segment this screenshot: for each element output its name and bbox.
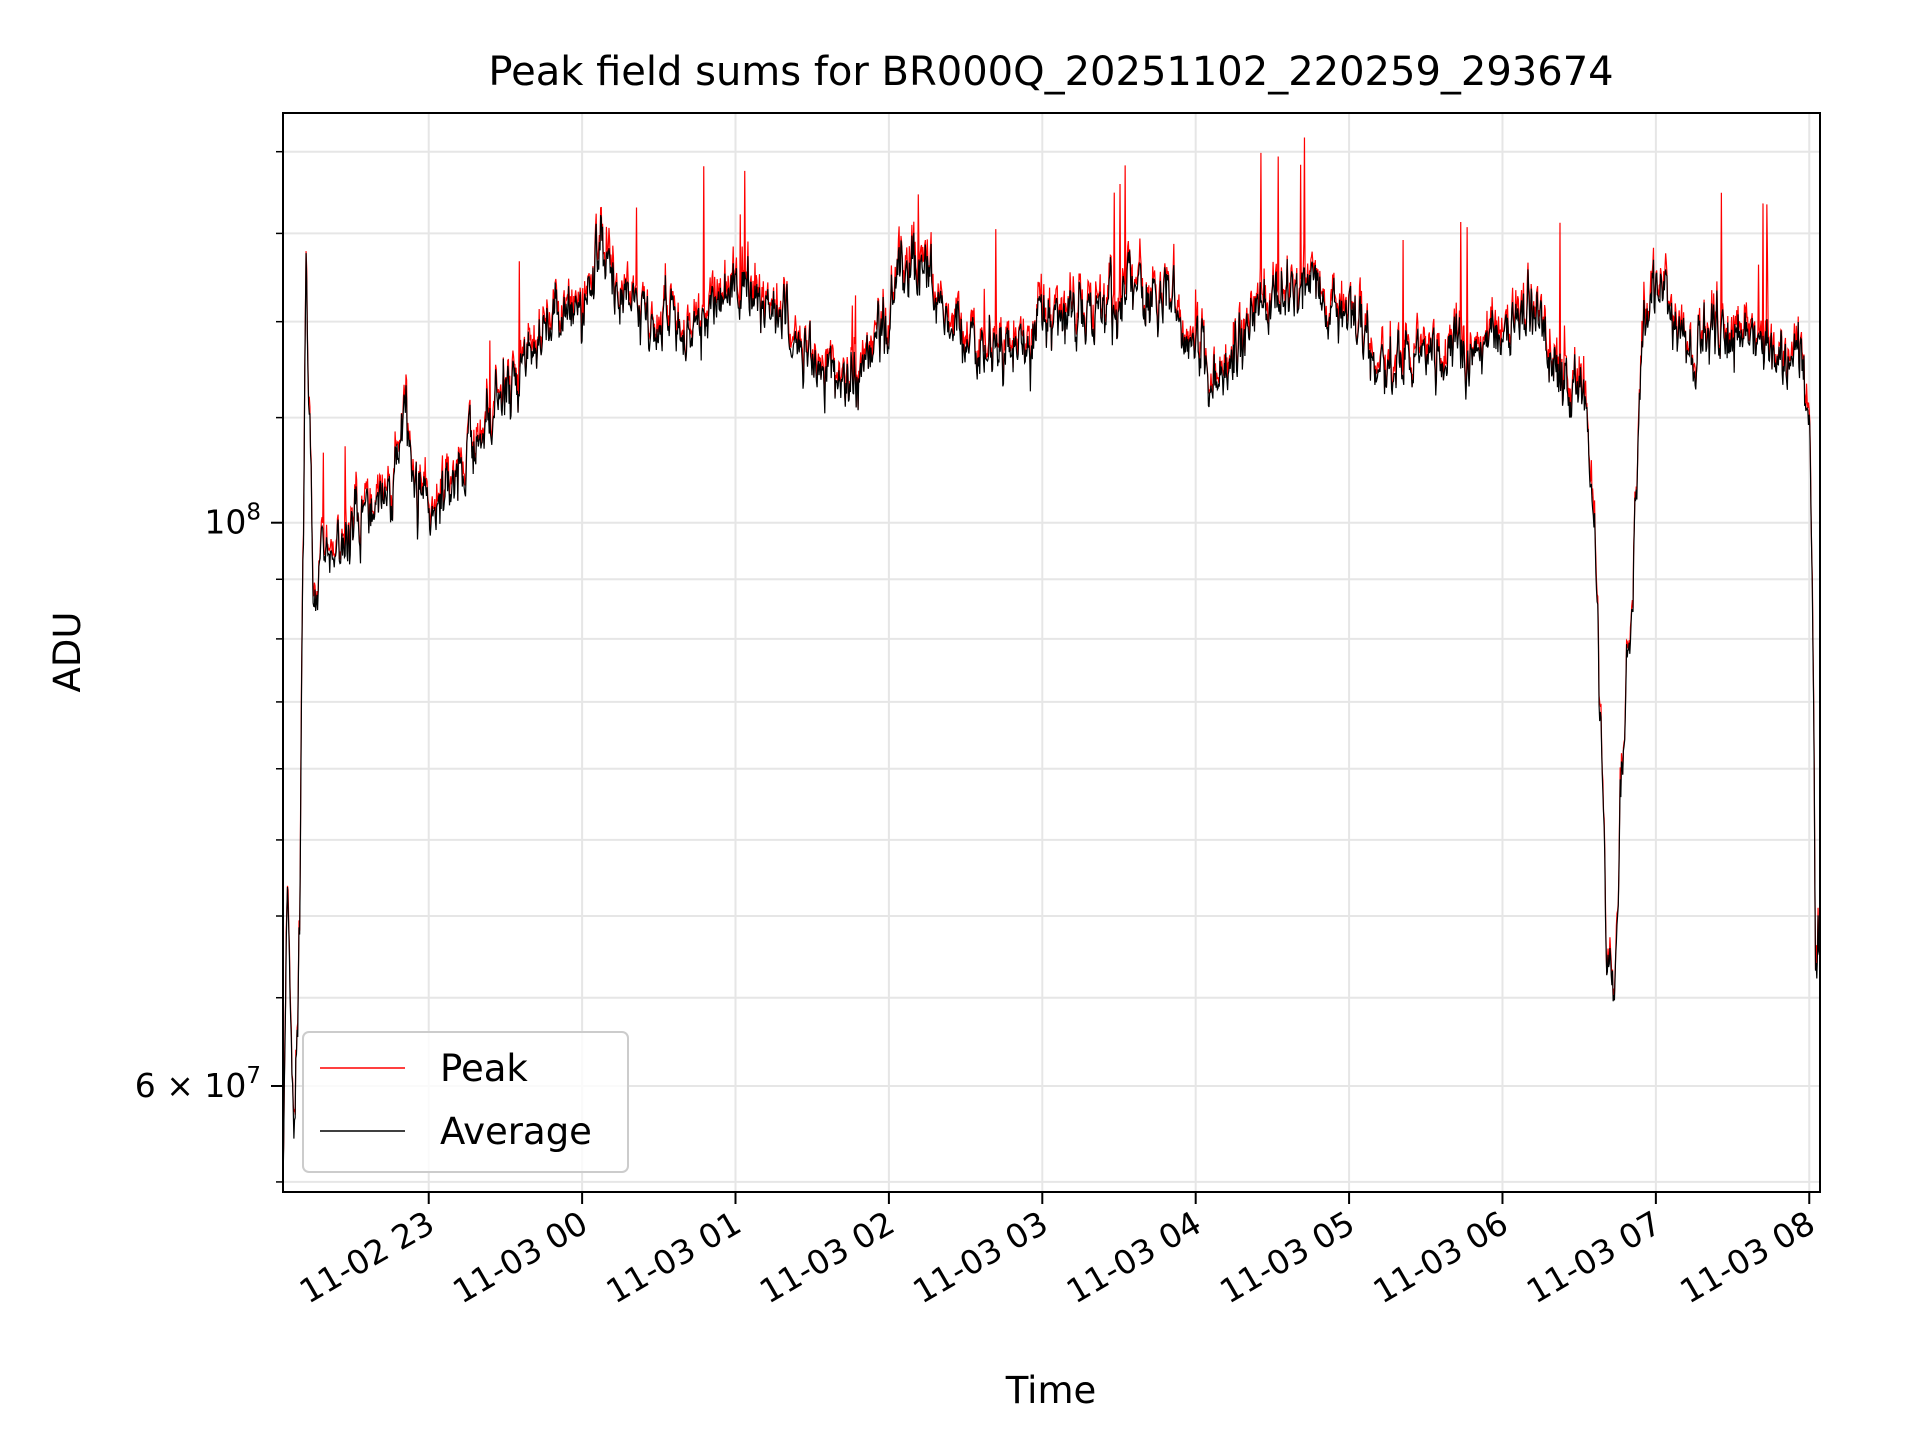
plot-area <box>283 137 1820 1185</box>
legend-average-label: Average <box>440 1110 592 1153</box>
axes-frame <box>282 112 1821 1193</box>
y-tick-label: 108 <box>204 500 261 542</box>
y-tick-base: 10 <box>204 503 246 542</box>
y-tick-label: 6 × 107 <box>135 1063 261 1105</box>
y-tick-mantissa: 6 × <box>135 1066 205 1105</box>
chart-title: Peak field sums for BR000Q_20251102_2202… <box>488 49 1613 95</box>
y-tick-base: 10 <box>204 1066 246 1105</box>
x-axis-label: Time <box>1005 1369 1097 1412</box>
legend-peak-label: Peak <box>440 1047 528 1090</box>
y-axis-label: ADU <box>46 612 89 693</box>
legend: Peak Average <box>302 1031 629 1173</box>
average-series-line <box>283 214 1820 1185</box>
legend-box <box>302 1031 629 1173</box>
y-tick-exponent: 8 <box>246 500 261 526</box>
y-tick-exponent: 7 <box>246 1063 261 1089</box>
